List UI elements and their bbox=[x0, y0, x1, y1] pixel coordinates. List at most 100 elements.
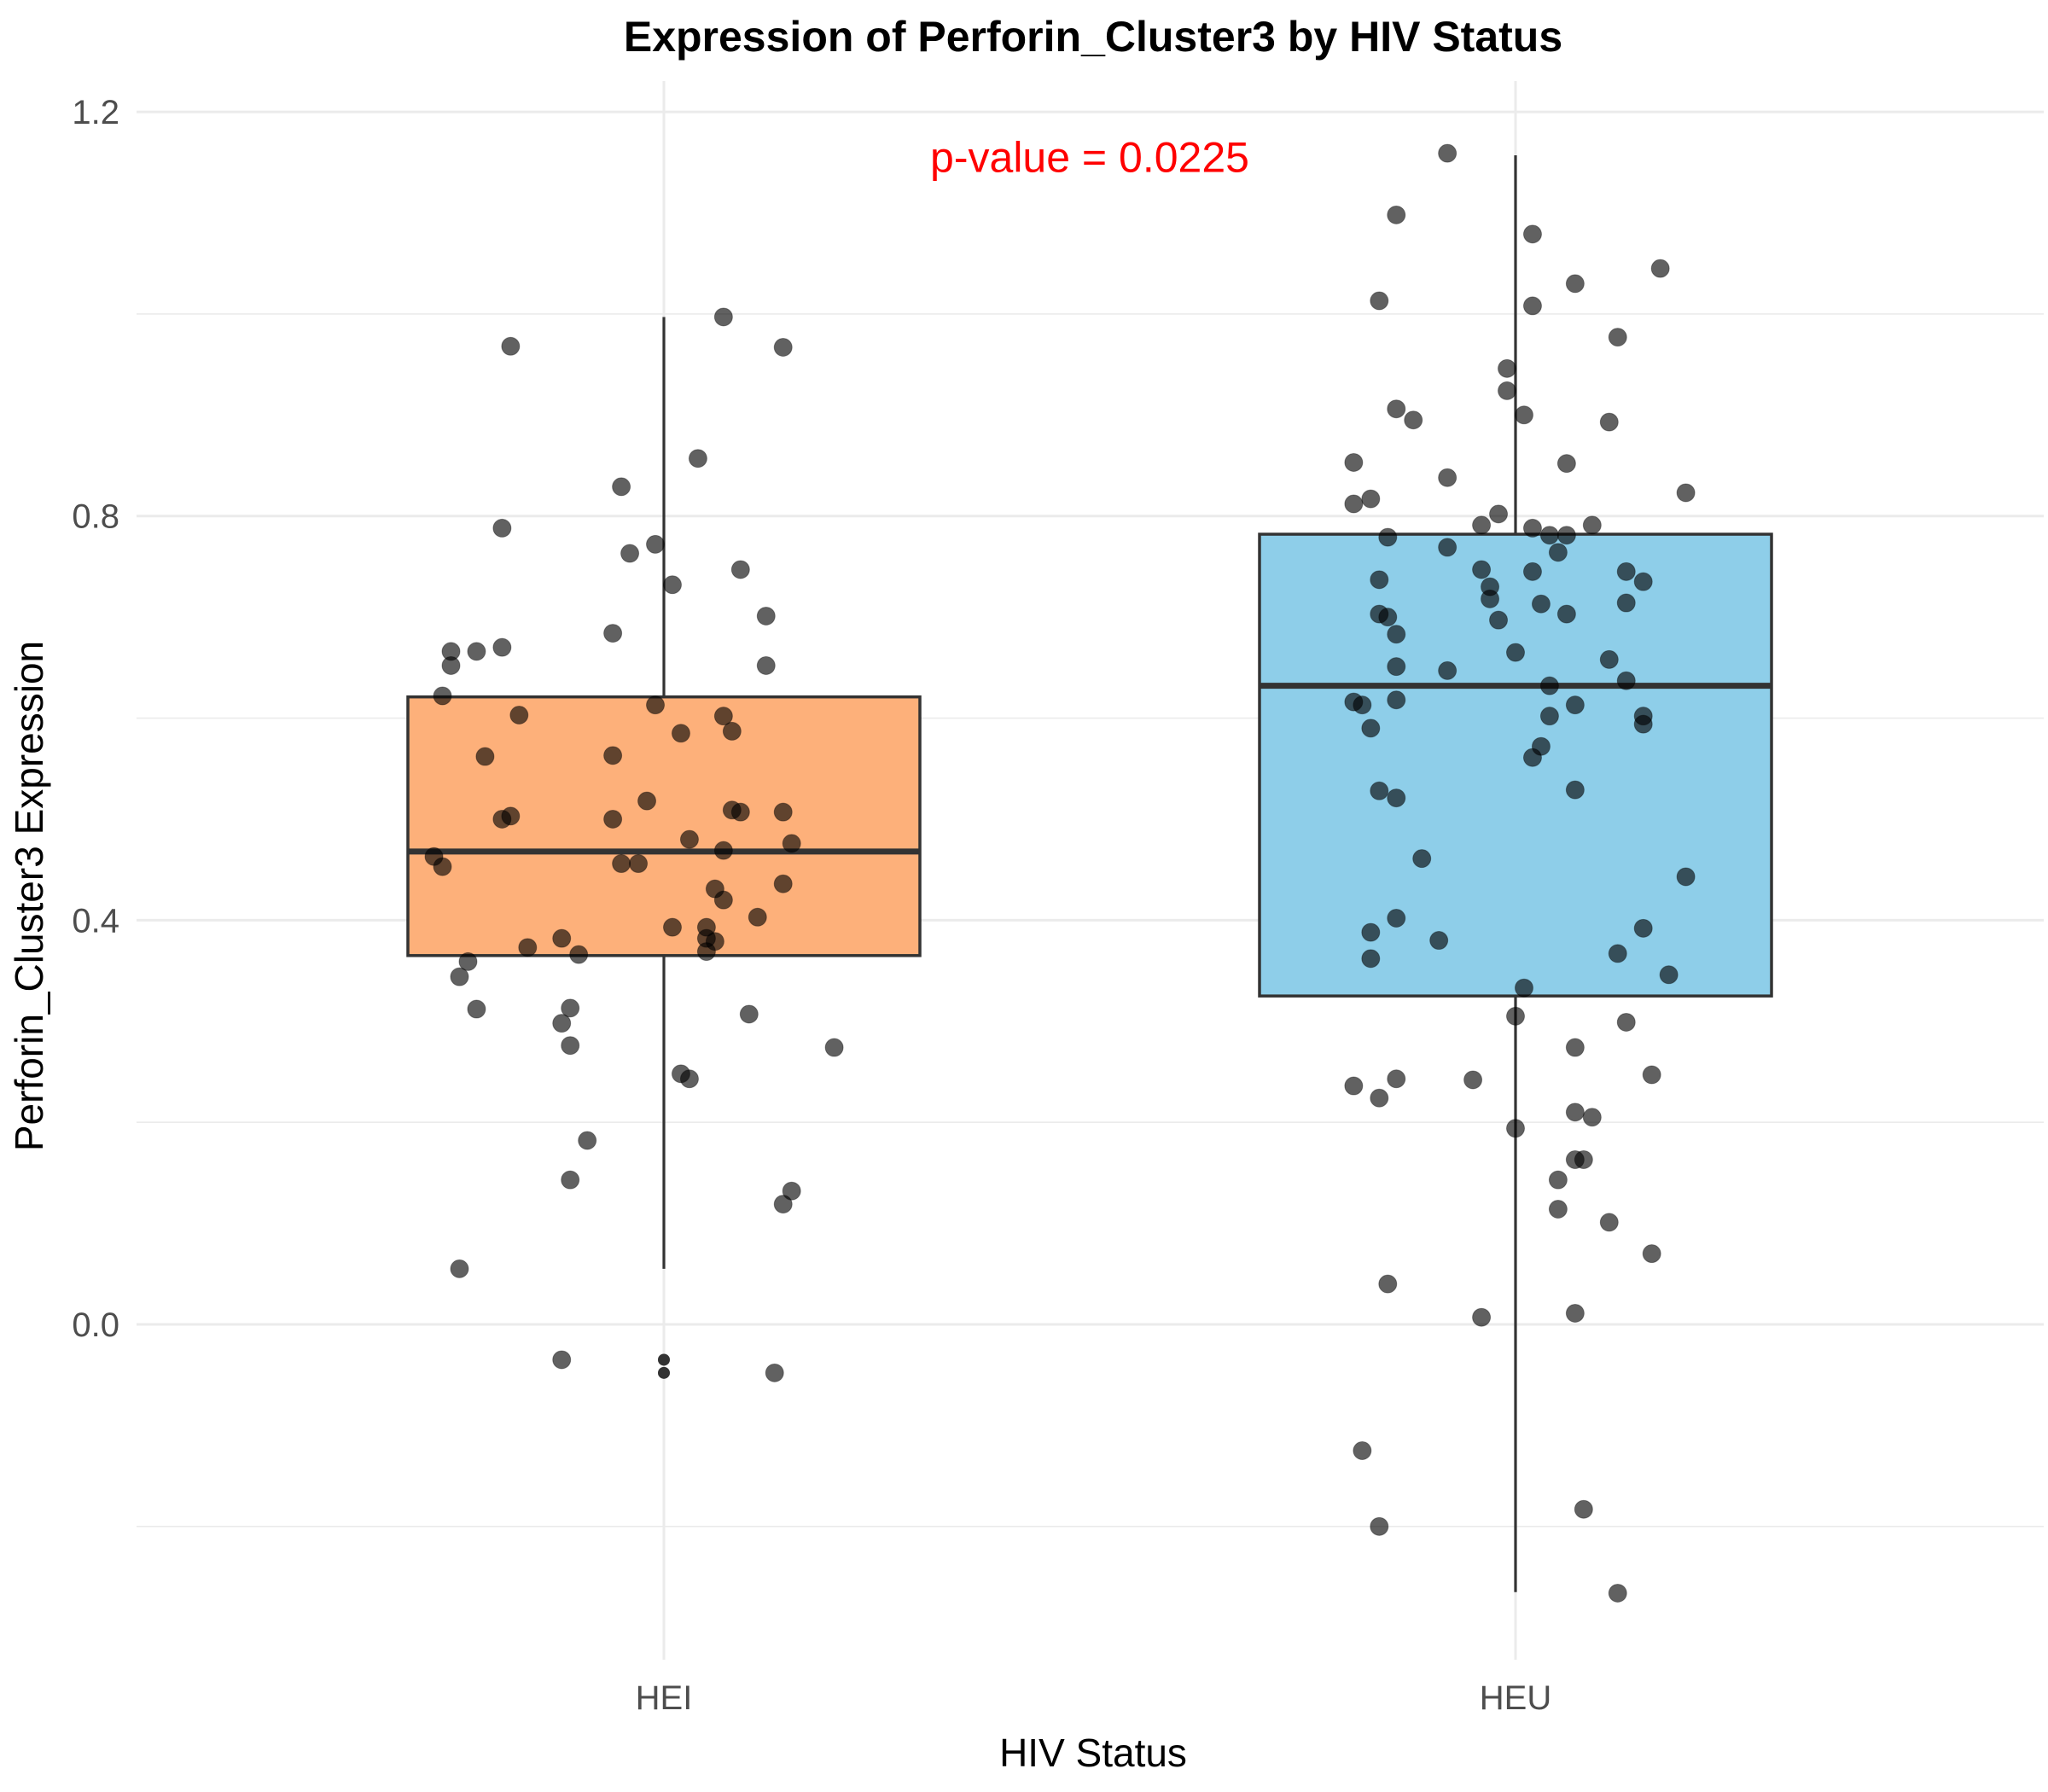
data-point bbox=[1608, 328, 1627, 347]
data-point bbox=[552, 1014, 572, 1033]
data-point bbox=[671, 724, 690, 743]
data-point bbox=[1522, 518, 1542, 538]
data-point bbox=[1616, 1012, 1636, 1032]
data-point bbox=[1498, 358, 1517, 378]
data-point bbox=[1608, 1583, 1627, 1603]
data-point bbox=[1556, 454, 1576, 474]
data-point bbox=[782, 834, 801, 853]
data-point bbox=[739, 1004, 759, 1024]
data-point bbox=[773, 1195, 793, 1214]
data-point bbox=[1565, 695, 1585, 715]
data-point bbox=[612, 854, 631, 874]
data-point bbox=[441, 655, 461, 675]
data-point bbox=[756, 655, 776, 675]
data-point bbox=[1481, 589, 1500, 608]
data-point bbox=[1489, 610, 1509, 630]
data-point bbox=[722, 721, 742, 741]
axis-ticks: 0.0 0.4 0.8 1.2 HEI HEU bbox=[72, 94, 1551, 1717]
data-point bbox=[1387, 788, 1406, 808]
data-point bbox=[1472, 515, 1492, 535]
x-axis-title: HIV Status bbox=[999, 1731, 1187, 1775]
x-tick-label: HEI bbox=[636, 1679, 693, 1717]
data-point bbox=[730, 802, 750, 822]
data-point bbox=[561, 998, 580, 1018]
data-point bbox=[1438, 538, 1457, 557]
data-point bbox=[1514, 405, 1533, 425]
data-point bbox=[1599, 1213, 1619, 1232]
data-point bbox=[1531, 594, 1551, 614]
data-point bbox=[1370, 1516, 1389, 1536]
data-point bbox=[475, 747, 495, 766]
boxes bbox=[406, 154, 1773, 1592]
data-point bbox=[603, 746, 623, 765]
data-point bbox=[1506, 1119, 1525, 1138]
data-point bbox=[1565, 1303, 1585, 1323]
data-point bbox=[773, 337, 793, 357]
data-point bbox=[561, 1036, 580, 1056]
data-point bbox=[1539, 707, 1559, 726]
data-point bbox=[1599, 649, 1619, 669]
box-heu bbox=[1258, 532, 1773, 998]
data-point bbox=[1522, 224, 1542, 244]
data-point bbox=[467, 642, 486, 661]
data-point bbox=[1387, 205, 1406, 224]
data-point bbox=[1370, 570, 1389, 590]
data-point bbox=[756, 606, 776, 625]
data-point bbox=[1642, 1065, 1661, 1085]
y-tick-label: 0.4 bbox=[72, 902, 119, 940]
data-point bbox=[1361, 489, 1381, 509]
x-tick-label: HEU bbox=[1480, 1679, 1551, 1717]
p-value-annotation: p-value = 0.0225 bbox=[930, 133, 1249, 181]
data-point bbox=[1574, 1499, 1593, 1519]
data-point bbox=[1472, 560, 1492, 579]
data-point bbox=[552, 928, 572, 948]
data-point bbox=[1633, 714, 1653, 734]
data-point bbox=[730, 560, 750, 579]
data-point bbox=[1539, 676, 1559, 695]
data-point bbox=[1608, 944, 1627, 963]
data-point bbox=[450, 1259, 469, 1278]
data-point bbox=[713, 307, 733, 327]
data-point bbox=[1370, 781, 1389, 800]
data-point bbox=[662, 917, 682, 937]
data-point bbox=[1548, 1200, 1568, 1219]
chart-title: Expression of Perforin_Cluster3 by HIV S… bbox=[624, 13, 1562, 61]
data-point bbox=[492, 637, 512, 657]
data-point bbox=[1472, 1307, 1492, 1327]
data-point bbox=[1353, 695, 1372, 715]
data-point bbox=[1633, 918, 1653, 938]
data-point bbox=[1565, 274, 1585, 294]
data-point bbox=[1565, 1038, 1585, 1057]
data-point bbox=[501, 336, 521, 356]
data-point bbox=[679, 1069, 699, 1089]
data-point bbox=[713, 841, 733, 860]
data-point bbox=[1506, 1006, 1525, 1026]
data-point bbox=[1387, 657, 1406, 677]
data-point bbox=[1387, 399, 1406, 419]
data-point bbox=[1370, 291, 1389, 311]
data-point bbox=[501, 806, 521, 826]
data-point bbox=[1498, 381, 1517, 400]
data-point bbox=[713, 890, 733, 910]
data-point bbox=[1361, 949, 1381, 969]
data-point bbox=[1650, 259, 1670, 278]
data-point bbox=[1633, 572, 1653, 591]
data-point bbox=[578, 1131, 597, 1150]
data-point bbox=[748, 907, 767, 927]
data-point bbox=[612, 477, 631, 497]
data-point bbox=[1599, 412, 1619, 432]
data-point bbox=[1361, 922, 1381, 942]
data-point bbox=[662, 575, 682, 595]
outlier-point bbox=[658, 1353, 670, 1366]
data-point bbox=[509, 705, 529, 724]
data-point bbox=[1378, 608, 1398, 627]
data-point bbox=[1489, 504, 1509, 524]
outlier-point bbox=[658, 1366, 670, 1379]
box-hei bbox=[406, 695, 922, 957]
data-point bbox=[433, 857, 452, 876]
data-point bbox=[1522, 296, 1542, 316]
data-point bbox=[1522, 748, 1542, 767]
data-point bbox=[1387, 908, 1406, 928]
data-point bbox=[1438, 143, 1457, 163]
